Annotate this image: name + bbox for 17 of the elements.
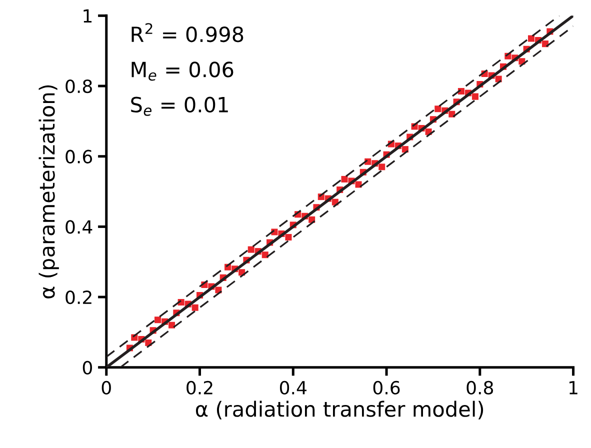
x-tick-label: 0.6: [373, 380, 400, 395]
x-tick-label: 0: [102, 380, 111, 395]
annotation: M$_{e}$ = 0.06: [132, 62, 234, 81]
x-tick-label: 1: [570, 381, 578, 394]
y-tick-label: 0.4: [66, 220, 92, 234]
y-tick-label: 0.8: [66, 79, 92, 94]
x-tick-label: 0.4: [280, 380, 306, 395]
annotation: S$_{e}$ = 0.01: [131, 96, 228, 116]
y-tick-label: 0.2: [66, 290, 92, 304]
y-axis-title: α (parameterization): [38, 85, 59, 298]
x-tick-label: 0.8: [466, 380, 494, 395]
y-tick-label: 1: [84, 9, 92, 23]
x-tick-label: 0.2: [186, 380, 212, 395]
annotation: R$^{2}$ = 0.998: [132, 23, 244, 42]
x-axis-title: α (radiation transfer model): [196, 400, 484, 420]
y-tick-label: 0: [82, 360, 92, 374]
y-tick-label: 0.6: [66, 150, 92, 164]
